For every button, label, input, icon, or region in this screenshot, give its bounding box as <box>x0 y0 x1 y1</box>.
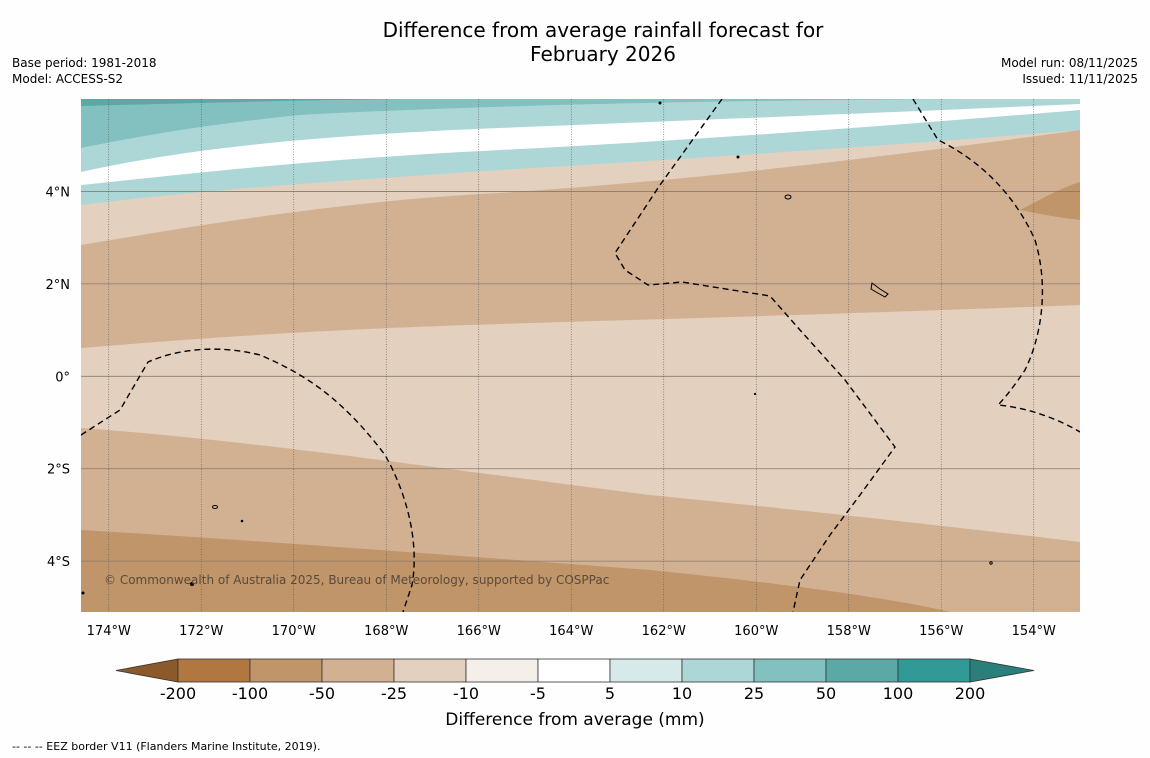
run-info: Model run: 08/11/2025 Issued: 11/11/2025 <box>1001 55 1138 87</box>
lon-label: 174°W <box>87 624 131 639</box>
lon-label: 160°W <box>734 624 778 639</box>
anomaly-band-dark-brown-south <box>81 530 950 612</box>
title-line-2: February 2026 <box>530 42 676 66</box>
eez-border-east <box>912 99 1080 433</box>
eez-border-central <box>614 99 896 612</box>
island <box>240 519 244 523</box>
colorbar-segment <box>609 658 683 683</box>
lon-label: 156°W <box>919 624 963 639</box>
colorbar-tick-label: -50 <box>309 684 335 703</box>
island <box>870 282 889 298</box>
island <box>989 561 993 565</box>
colorbar-under-arrow <box>115 658 179 683</box>
colorbar-segment <box>177 658 251 683</box>
colorbar-segment <box>753 658 827 683</box>
island <box>658 101 662 105</box>
lat-label: 4°S <box>47 555 70 570</box>
colorbar-tick-label: 25 <box>744 684 764 703</box>
colorbar-segment <box>537 658 611 683</box>
issued-date: Issued: 11/11/2025 <box>1022 72 1138 86</box>
colorbar-segment <box>681 658 755 683</box>
colorbar-tick-label: -10 <box>453 684 479 703</box>
lon-label: 166°W <box>457 624 501 639</box>
colorbar-over-arrow <box>969 658 1035 683</box>
latitude-labels: 4°N 2°N 0° 2°S 4°S <box>46 185 71 570</box>
model-info: Base period: 1981-2018 Model: ACCESS-S2 <box>12 55 157 87</box>
eez-borders <box>81 99 1080 612</box>
colorbar-tick-label: 10 <box>672 684 692 703</box>
islands <box>81 101 993 595</box>
colorbar-segment <box>897 658 971 683</box>
colorbar-segment <box>249 658 323 683</box>
island <box>784 194 792 200</box>
colorbar-tick-label: -5 <box>530 684 546 703</box>
lon-label: 164°W <box>549 624 593 639</box>
anomaly-band-dark-teal <box>81 99 400 106</box>
colorbar-segment <box>321 658 395 683</box>
model-name: Model: ACCESS-S2 <box>12 72 124 86</box>
island <box>736 155 740 159</box>
colorbar-tick-label: 50 <box>816 684 836 703</box>
base-period: Base period: 1981-2018 <box>12 56 157 70</box>
longitude-labels: 174°W 172°W 170°W 168°W 166°W 164°W 162°W 160°W… <box>87 624 1056 639</box>
anomaly-band-mid-brown-north <box>81 130 1080 348</box>
model-run-date: Model run: 08/11/2025 <box>1000 56 1138 70</box>
lon-label: 158°W <box>827 624 871 639</box>
lon-label: 154°W <box>1012 624 1056 639</box>
colorbar-tick-label: 5 <box>605 684 615 703</box>
colorbar-segment <box>393 658 467 683</box>
island <box>81 591 85 595</box>
colorbar-segment <box>825 658 899 683</box>
eez-legend-note: -- -- -- EEZ border V11 (Flanders Marine… <box>12 740 321 753</box>
map-gridlines <box>81 99 1080 612</box>
island <box>212 505 218 509</box>
lat-label: 0° <box>55 370 70 385</box>
lat-label: 2°S <box>47 463 70 478</box>
lat-label: 2°N <box>46 278 71 293</box>
colorbar-tick-label: 200 <box>955 684 986 703</box>
copyright-notice: © Commonwealth of Australia 2025, Bureau… <box>104 573 609 587</box>
colorbar: -200 -100 -50 -25 -10 -5 5 10 25 50 100 200 <box>115 658 1035 703</box>
lon-label: 172°W <box>179 624 223 639</box>
title-line-1: Difference from average rainfall forecas… <box>382 18 824 42</box>
colorbar-tick-label: -200 <box>160 684 196 703</box>
island <box>190 582 194 586</box>
island <box>753 392 757 396</box>
colorbar-segment <box>465 658 539 683</box>
lat-label: 4°N <box>46 185 71 200</box>
colorbar-tick-label: -100 <box>232 684 268 703</box>
colorbar-tick-label: 100 <box>883 684 914 703</box>
chart-title: Difference from average rainfall forecas… <box>0 18 1150 66</box>
lon-label: 162°W <box>642 624 686 639</box>
colorbar-title: Difference from average (mm) <box>445 710 704 730</box>
anomaly-band-teal <box>81 99 1080 148</box>
anomaly-band-light-teal <box>81 99 1080 172</box>
colorbar-tick-label: -25 <box>381 684 407 703</box>
lon-label: 168°W <box>364 624 408 639</box>
eez-border-west <box>81 348 415 612</box>
lon-label: 170°W <box>272 624 316 639</box>
map-plot-area: © Commonwealth of Australia 2025, Bureau… <box>81 99 1080 612</box>
